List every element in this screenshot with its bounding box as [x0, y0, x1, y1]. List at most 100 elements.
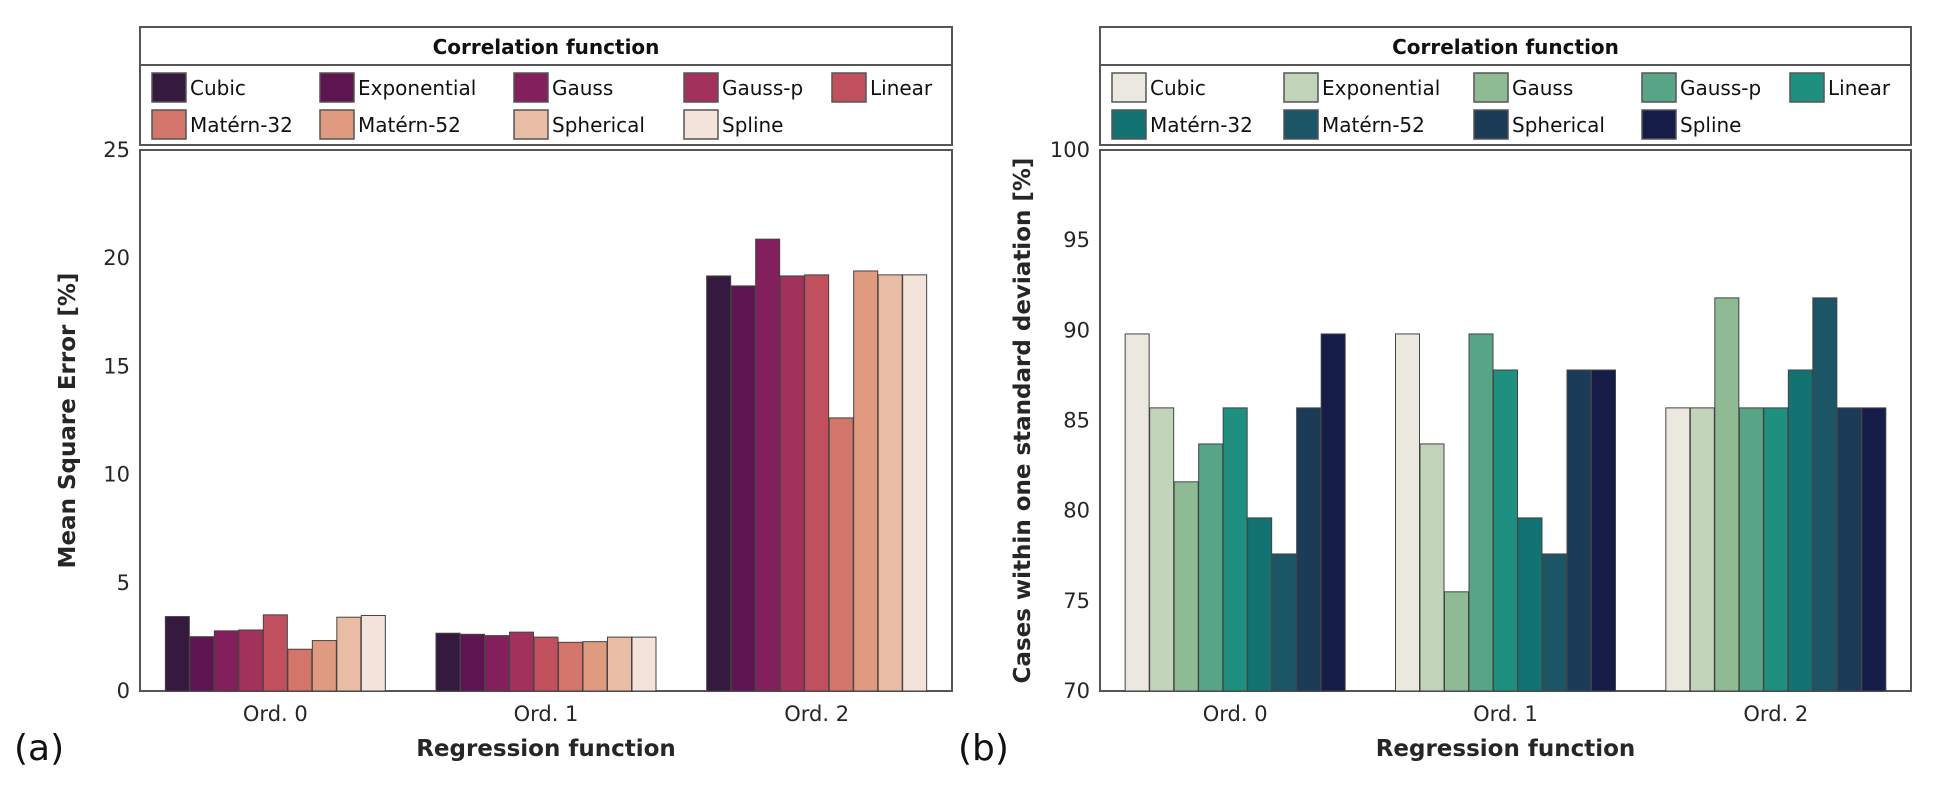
bar-linear-ord2: [804, 274, 830, 692]
bar-spherical-ord1: [1566, 369, 1592, 692]
bar-spherical-ord2: [877, 274, 903, 692]
bar-mat-rn-32-ord0: [1247, 517, 1273, 692]
legend-swatch: [1111, 109, 1147, 140]
legend-swatch: [831, 72, 867, 103]
legend-label: Exponential: [1322, 76, 1440, 100]
legend-label: Matérn-52: [1322, 113, 1425, 137]
legend-swatch: [1473, 109, 1509, 140]
y-tick-label: 85: [1063, 409, 1090, 433]
legend-label: Spherical: [552, 113, 645, 137]
legend-label: Spline: [722, 113, 783, 137]
bar-spherical-ord2: [1836, 407, 1862, 692]
bar-linear-ord0: [1222, 407, 1248, 692]
bar-mat-rn-32-ord2: [828, 417, 854, 692]
y-tick-label: 80: [1063, 499, 1090, 523]
x-tick-label: Ord. 1: [1473, 702, 1538, 726]
bar-linear-ord2: [1763, 407, 1789, 692]
legend-label: Spline: [1680, 113, 1741, 137]
legend-label: Cubic: [1150, 76, 1206, 100]
bar-mat-rn-52-ord1: [1542, 553, 1567, 692]
legend-title: Correlation function: [1392, 35, 1619, 59]
y-tick-label: 15: [103, 354, 130, 378]
bar-linear-ord0: [262, 614, 288, 692]
bar-gauss-ord2: [755, 238, 781, 692]
bar-spherical-ord0: [1296, 407, 1322, 692]
bar-cubic-ord2: [1665, 407, 1691, 692]
legend-swatch: [1641, 109, 1677, 140]
bar-gauss-p-ord0: [238, 629, 264, 692]
bar-gauss-ord0: [1173, 481, 1199, 692]
x-axis-title: Regression function: [1376, 736, 1636, 762]
legend-label: Spherical: [1512, 113, 1605, 137]
bar-mat-rn-52-ord1: [582, 641, 608, 692]
bar-gauss-p-ord1: [1468, 333, 1494, 692]
legend-swatch: [319, 109, 355, 140]
bar-mat-rn-52-ord2: [1812, 297, 1838, 692]
legend-swatch: [683, 109, 719, 140]
bar-exponential-ord2: [730, 285, 756, 692]
y-tick-label: 95: [1063, 228, 1090, 252]
bar-linear-ord1: [1493, 369, 1518, 692]
panel-label: (b): [958, 728, 1009, 769]
bar-spherical-ord1: [607, 636, 632, 692]
bar-exponential-ord0: [189, 636, 215, 692]
bar-mat-rn-52-ord0: [311, 640, 337, 692]
x-tick-label: Ord. 2: [784, 702, 849, 726]
y-axis-title: Cases within one standard deviation [%]: [1010, 158, 1036, 684]
legend: Correlation function Cubic Exponential Gaus…: [139, 26, 953, 146]
legend-label: Gauss-p: [722, 76, 803, 100]
bar-cubic-ord1: [1395, 333, 1420, 692]
legend-label: Matérn-32: [1150, 113, 1253, 137]
x-tick-label: Ord. 0: [243, 702, 308, 726]
bar-mat-rn-52-ord2: [853, 270, 879, 692]
bar-cubic-ord0: [1124, 333, 1150, 692]
y-tick-label: 5: [117, 571, 130, 595]
bar-mat-rn-32-ord0: [287, 648, 313, 692]
legend-swatch: [1641, 72, 1677, 103]
legend-swatch: [683, 72, 719, 103]
bar-exponential-ord1: [460, 633, 485, 692]
bar-spline-ord0: [1320, 333, 1346, 692]
y-tick-label: 70: [1063, 679, 1090, 703]
legend-swatch: [1473, 72, 1509, 103]
x-tick-label: Ord. 1: [514, 702, 579, 726]
y-tick-label: 75: [1063, 589, 1090, 613]
legend-swatch: [151, 109, 187, 140]
legend-label: Exponential: [358, 76, 476, 100]
bar-gauss-p-ord2: [779, 275, 805, 692]
y-tick-label: 10: [103, 463, 130, 487]
x-tick-label: Ord. 2: [1743, 702, 1808, 726]
legend-swatch: [513, 109, 549, 140]
y-tick-label: 20: [103, 246, 130, 270]
bar-spline-ord2: [902, 274, 928, 692]
x-tick-label: Ord. 0: [1203, 702, 1268, 726]
y-tick-label: 100: [1050, 138, 1090, 162]
bar-gauss-p-ord0: [1198, 443, 1224, 692]
bar-mat-rn-32-ord1: [1517, 517, 1543, 692]
legend-swatch: [319, 72, 355, 103]
bar-spherical-ord0: [336, 616, 362, 692]
legend-swatch: [1789, 72, 1825, 103]
legend-label: Gauss: [552, 76, 613, 100]
bar-gauss-p-ord1: [509, 631, 534, 692]
legend-swatch: [513, 72, 549, 103]
bar-spline-ord1: [1591, 369, 1616, 692]
legend-label: Matérn-52: [358, 113, 461, 137]
panel-a: Ord. 0 Ord. 1 Ord. 2 0 5 10 15 20 25 Regression f…: [14, 26, 953, 769]
bar-gauss-ord1: [484, 635, 510, 692]
legend-label: Cubic: [190, 76, 246, 100]
bar-linear-ord1: [533, 636, 559, 692]
x-axis-title: Regression function: [416, 736, 676, 762]
legend-label: Linear: [1828, 76, 1891, 100]
y-tick-label: 0: [117, 679, 130, 703]
bar-gauss-ord2: [1714, 297, 1740, 692]
panel-b: Ord. 0 Ord. 1 Ord. 2 70 75 80 85 90 95 100 Regress…: [958, 26, 1912, 769]
bar-gauss-ord1: [1444, 591, 1469, 692]
bar-cubic-ord2: [706, 275, 732, 692]
y-tick-label: 90: [1063, 318, 1090, 342]
y-tick-label: 25: [103, 138, 130, 162]
legend-label: Matérn-32: [190, 113, 293, 137]
y-axis-title: Mean Square Error [%]: [55, 273, 81, 569]
legend-swatch: [1283, 109, 1319, 140]
